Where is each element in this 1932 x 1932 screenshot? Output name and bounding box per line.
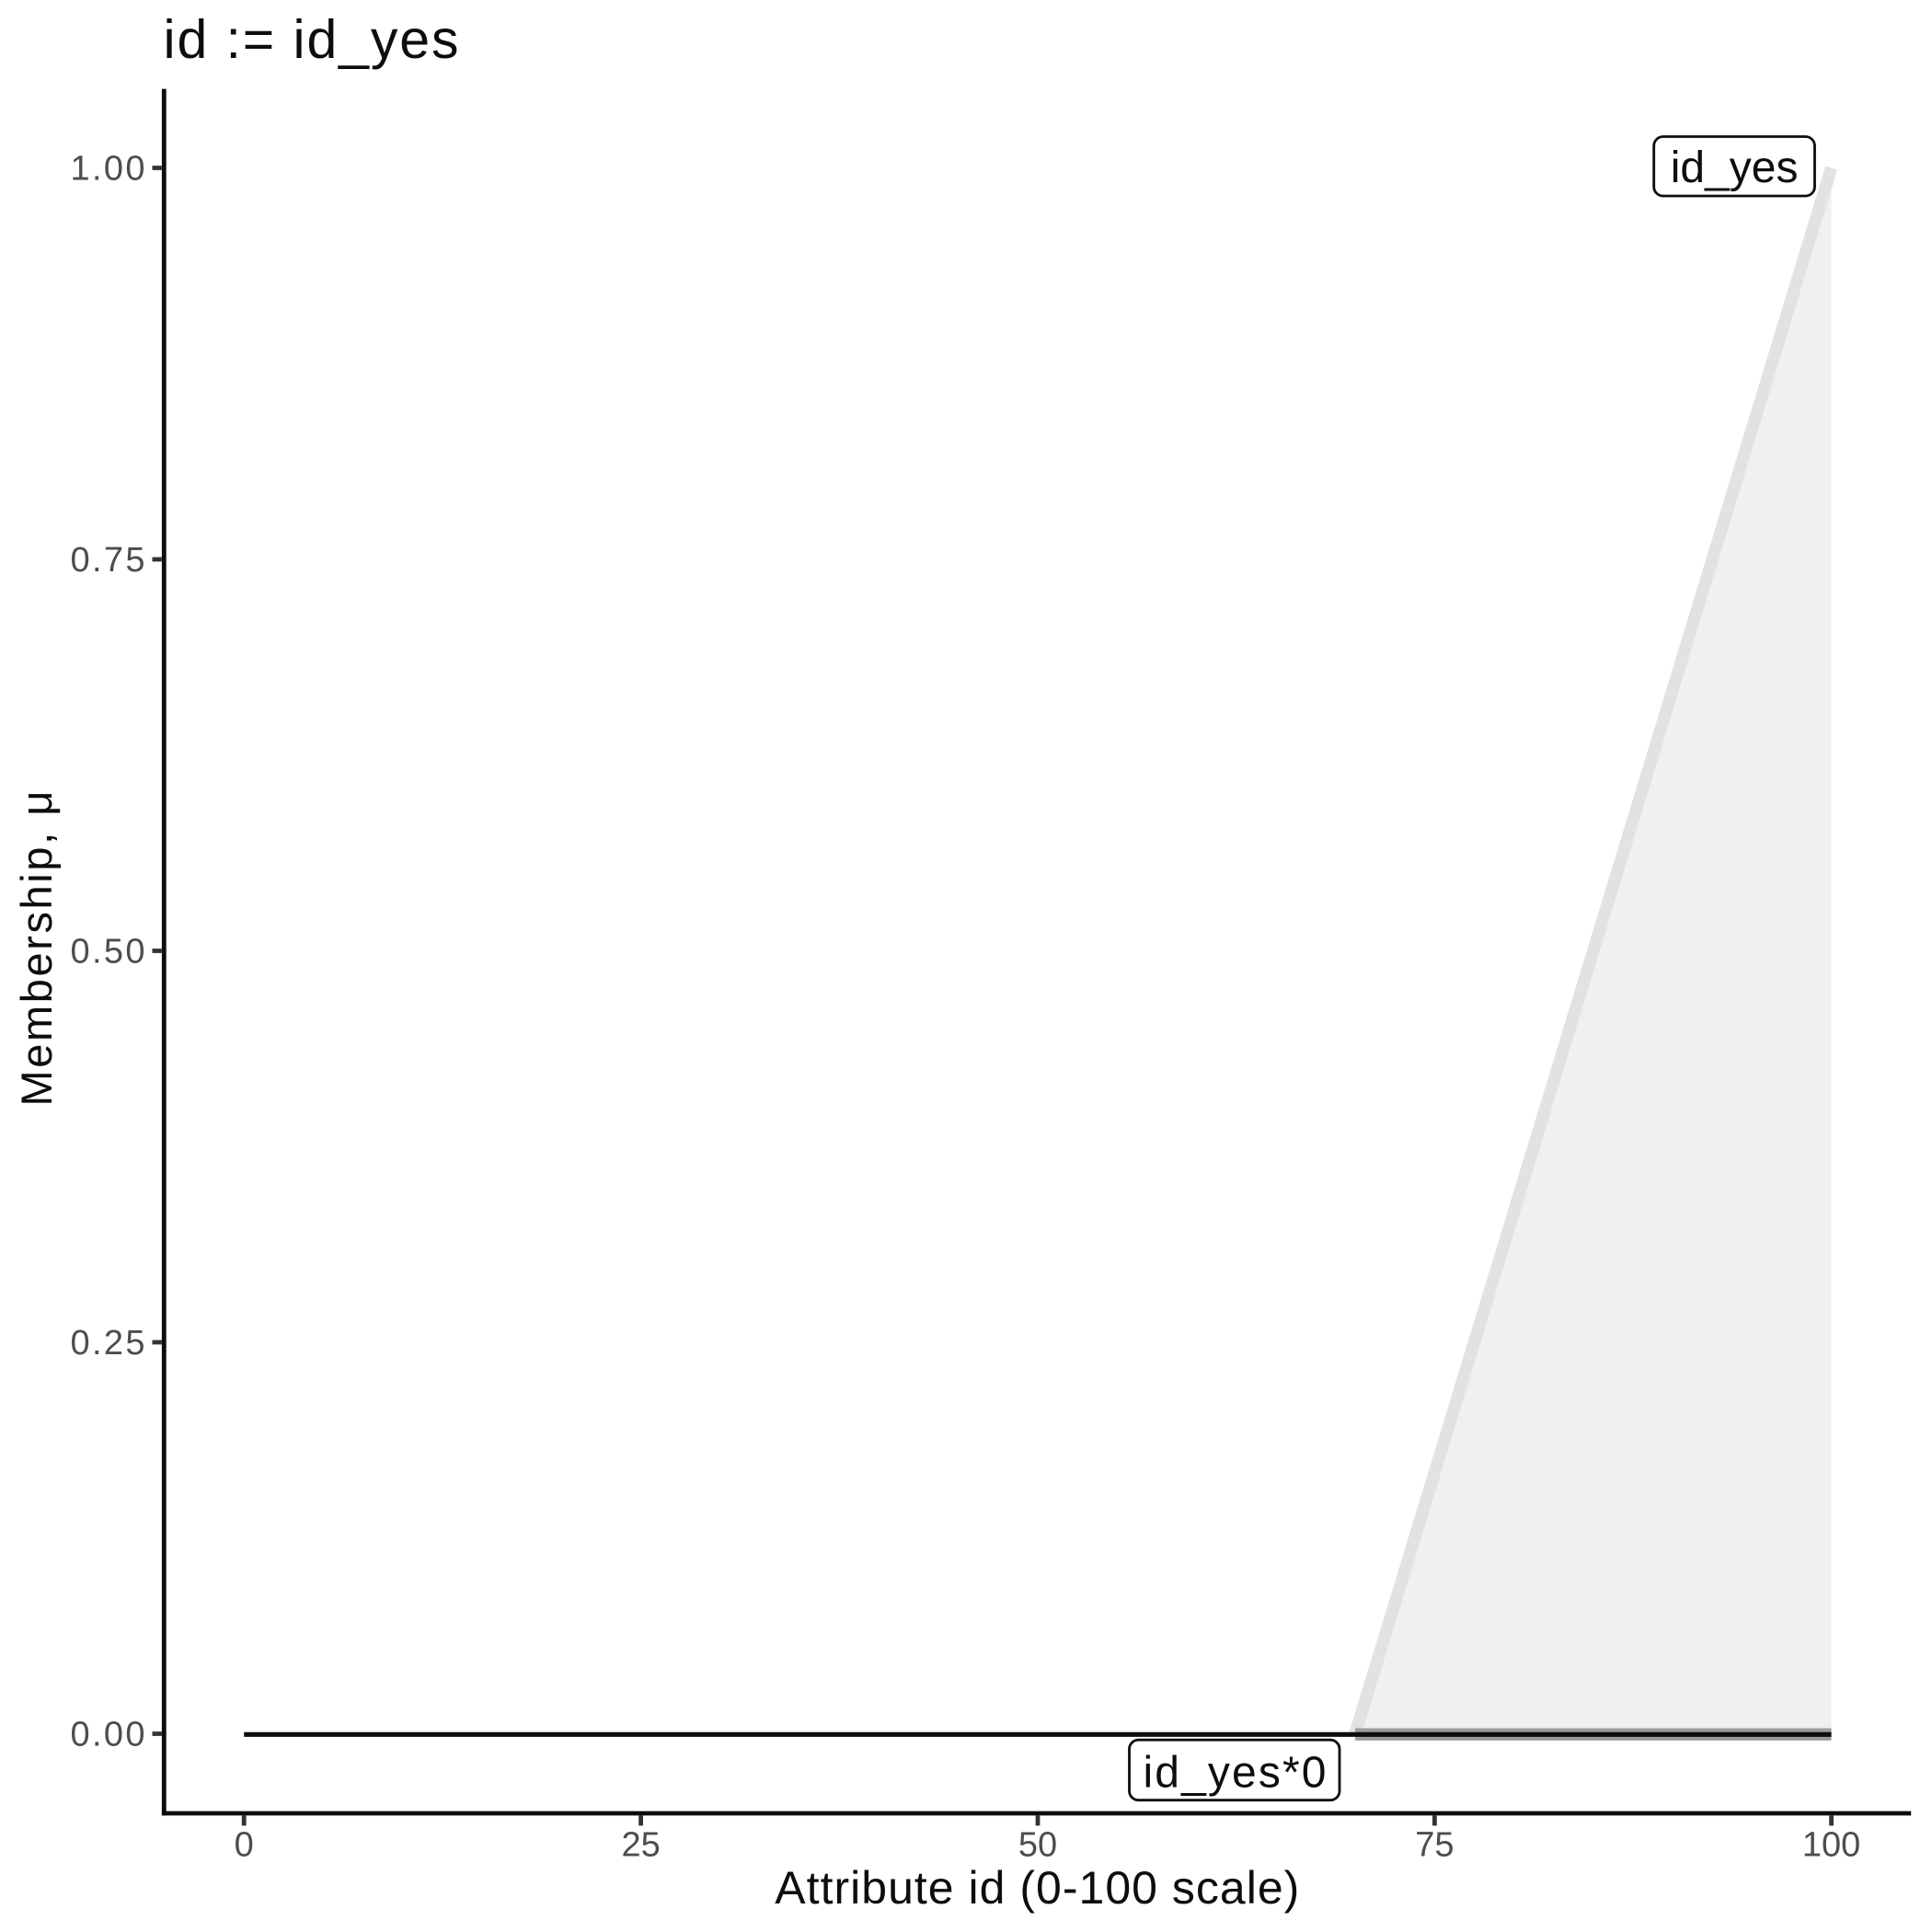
- svg-text:0.75: 0.75: [71, 541, 145, 580]
- svg-text:0: 0: [235, 1826, 254, 1865]
- svg-text:0.00: 0.00: [71, 1716, 145, 1754]
- svg-text:75: 75: [1415, 1826, 1454, 1865]
- svg-text:0.25: 0.25: [71, 1324, 145, 1363]
- svg-text:id_yes*0: id_yes*0: [1144, 1749, 1327, 1798]
- svg-text:25: 25: [621, 1826, 660, 1865]
- svg-text:100: 100: [1802, 1826, 1860, 1865]
- svg-text:0.50: 0.50: [71, 933, 145, 972]
- svg-text:Membership, μ: Membership, μ: [12, 791, 61, 1107]
- svg-text:id := id_yes: id := id_yes: [164, 9, 459, 70]
- svg-text:id_yes: id_yes: [1671, 144, 1799, 192]
- svg-text:50: 50: [1018, 1826, 1057, 1865]
- svg-text:Attribute id (0-100 scale): Attribute id (0-100 scale): [775, 1862, 1299, 1914]
- svg-text:1.00: 1.00: [71, 150, 145, 189]
